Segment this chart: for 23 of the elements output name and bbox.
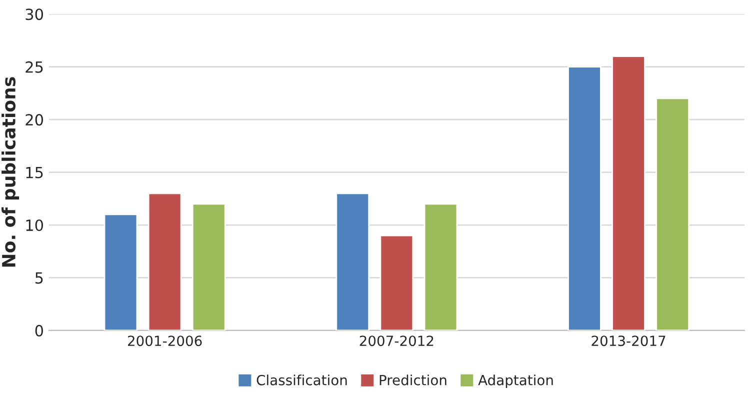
y-tick-label: 10 bbox=[26, 219, 44, 232]
bar bbox=[148, 192, 182, 330]
y-tick-label: 0 bbox=[35, 324, 44, 336]
bar bbox=[104, 214, 138, 330]
legend-label: Adaptation bbox=[478, 374, 553, 388]
bar bbox=[424, 203, 458, 330]
y-axis-title: No. of publications bbox=[2, 77, 20, 267]
x-tick-label: 2013-2017 bbox=[592, 336, 666, 346]
x-tick-label: 2007-2012 bbox=[360, 336, 434, 346]
x-tick-label: 2001-2006 bbox=[128, 336, 202, 346]
bar bbox=[568, 66, 602, 330]
legend-label: Classification bbox=[256, 374, 347, 386]
y-tick-label: 30 bbox=[26, 8, 44, 20]
y-tick-label: 25 bbox=[26, 61, 43, 73]
y-tick-label: 15 bbox=[26, 166, 43, 178]
bar bbox=[612, 56, 646, 330]
bar bbox=[656, 98, 690, 330]
y-tick-label: 20 bbox=[26, 114, 44, 126]
bar bbox=[192, 203, 226, 330]
bar bbox=[336, 192, 370, 330]
y-tick-label: 5 bbox=[35, 272, 43, 284]
bar bbox=[380, 234, 414, 330]
legend-label: Prediction bbox=[380, 374, 446, 386]
